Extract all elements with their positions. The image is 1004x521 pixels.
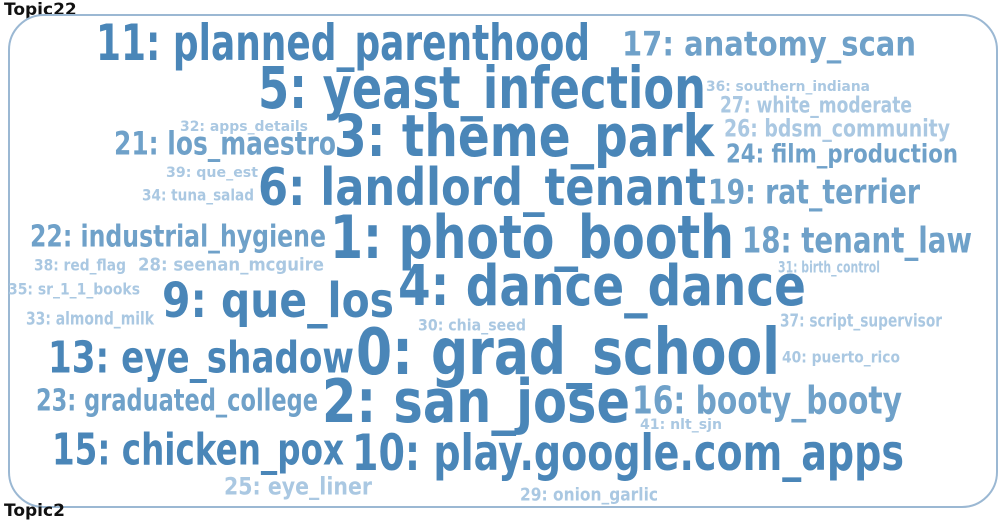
cloud-word: 18: tenant_law [742,218,972,262]
cloud-word: 30: chia_seed [418,316,526,336]
cloud-word: 35: sr_1_1_books [8,280,140,300]
cloud-word: 13: eye_shadow [48,332,354,384]
cloud-word: 22: industrial_hygiene [30,219,326,255]
cloud-word: 21: los_maestro [114,124,336,163]
cloud-word: 32: apps_details [180,118,308,136]
cloud-word: 26: bdsm_community [724,115,950,144]
cloud-word: 4: dance_dance [398,253,806,319]
cloud-word: 37: script_supervisor [780,309,942,332]
cloud-word: 41: nlt_sjn [640,416,722,434]
cloud-word: 0: grad_school [356,314,780,390]
cloud-word: 33: almond_milk [26,307,154,330]
cloud-word: 6: landlord_tenant [258,157,706,219]
next-topic-title: Topic2 [4,501,65,521]
cloud-word: 27: white_moderate [720,91,912,119]
cloud-word: 40: puerto_rico [782,348,900,368]
cloud-word: 34: tuna_salad [142,186,254,206]
cloud-word: 29: onion_garlic [520,483,658,506]
cloud-word: 3: theme_park [334,103,714,171]
cloud-word: 9: que_los [162,273,394,330]
cloud-word: 25: eye_liner [224,473,372,502]
cloud-word: 23: graduated_college [36,383,318,419]
cloud-word: 2: san_jose [322,366,630,437]
cloud-word: 19: rat_terrier [708,172,920,213]
word-cloud-frame [8,14,998,508]
cloud-word: 5: yeast_infection [258,55,706,123]
cloud-word: 17: anatomy_scan [622,24,916,65]
cloud-word: 31: birth_control [778,258,880,278]
cloud-word: 36: southern_indiana [706,78,870,96]
cloud-word: 15: chicken_pox [52,424,344,476]
cloud-word: 10: play.google.com_apps [352,423,904,483]
cloud-word: 38: red_flag [34,256,126,276]
cloud-word: 24: film_production [726,139,958,170]
cloud-word: 16: booty_booty [632,378,902,424]
cloud-word: 11: planned_parenthood [96,13,590,73]
cloud-word: 1: photo_booth [330,202,734,273]
cloud-word: 28: seenan_mcguire [138,253,324,276]
cloud-word: 39: que_est [166,164,258,182]
